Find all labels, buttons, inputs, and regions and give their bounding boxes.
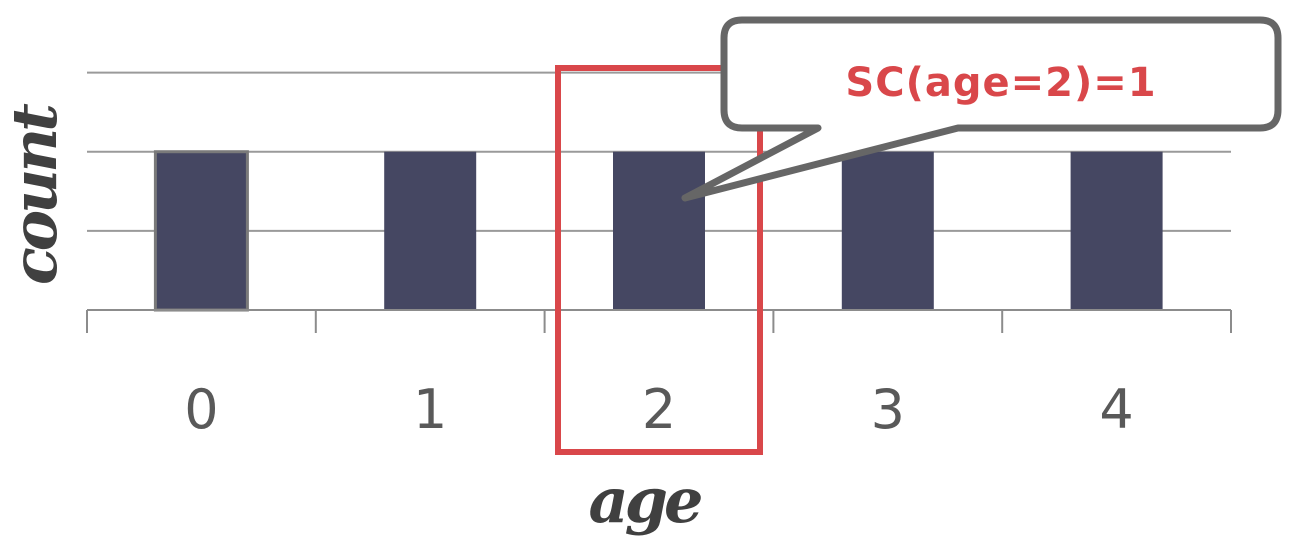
y-axis-title: count [0, 103, 71, 285]
x-tick-label-4: 4 [1099, 378, 1133, 441]
bars [153, 150, 1163, 312]
x-axis-ticks [86, 310, 1232, 333]
callout: SC(age=2)=1 [681, 16, 1282, 202]
x-axis-title: age [589, 464, 702, 537]
x-tick-label-1: 1 [413, 378, 447, 441]
highlight-box [555, 65, 763, 455]
bar-1 [384, 151, 477, 310]
bar-3 [841, 151, 934, 310]
x-tick-label-3: 3 [871, 378, 905, 441]
callout-text: SC(age=2)=1 [845, 60, 1156, 106]
bar-4 [1070, 151, 1163, 310]
x-tick-label-0: 0 [184, 378, 218, 441]
bar-2 [613, 151, 705, 310]
bar-0 [153, 150, 249, 312]
callout-bubble [681, 16, 1282, 202]
x-tick-labels: 0 1 2 3 4 [184, 378, 1134, 441]
x-tick-label-2: 2 [642, 378, 676, 441]
